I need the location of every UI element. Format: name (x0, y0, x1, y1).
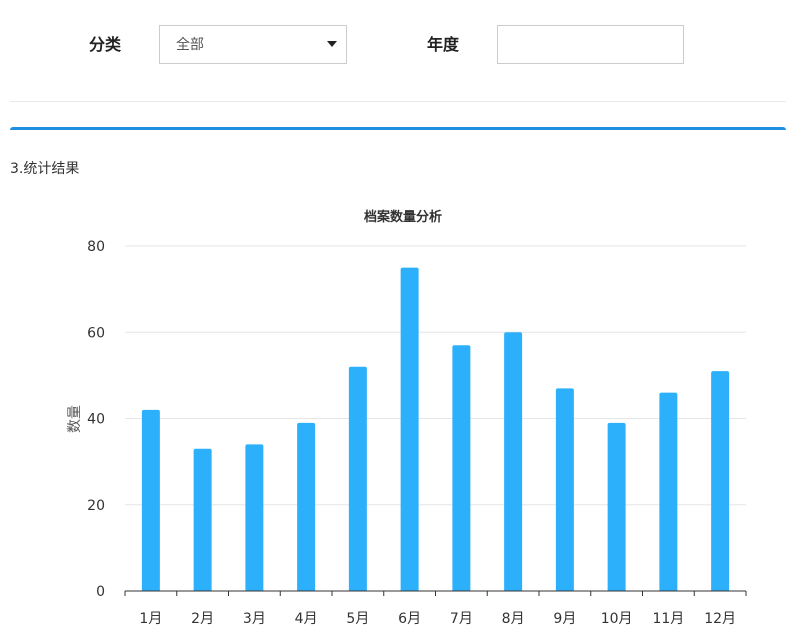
x-tick-label: 8月 (502, 611, 525, 627)
y-tick-label: 40 (87, 412, 105, 428)
y-axis-label: 数量 (67, 405, 83, 433)
bar (555, 388, 574, 591)
x-tick-label: 9月 (553, 611, 576, 627)
bar (193, 448, 212, 591)
bar (711, 371, 730, 591)
category-label: 分类 (89, 35, 122, 54)
y-tick-label: 20 (87, 498, 105, 514)
bar (141, 409, 160, 591)
bar (297, 422, 316, 591)
bar (607, 422, 626, 591)
x-tick-label: 4月 (295, 611, 318, 627)
bar (504, 332, 523, 591)
x-tick-label: 7月 (450, 611, 473, 627)
section-title: 3.统计结果 (10, 161, 80, 177)
x-tick-label: 11月 (652, 611, 684, 627)
year-input[interactable] (497, 25, 684, 64)
chart-title: 档案数量分析 (364, 209, 442, 225)
y-tick-label: 60 (87, 325, 105, 341)
x-tick-label: 2月 (191, 611, 214, 627)
x-tick-label: 10月 (601, 611, 633, 627)
category-select[interactable]: 全部 (159, 25, 347, 64)
x-tick-label: 12月 (704, 611, 736, 627)
bar (659, 392, 678, 591)
results-panel: 3.统计结果 (10, 127, 786, 643)
category-select-value: 全部 (176, 37, 204, 53)
year-label: 年度 (427, 35, 460, 54)
bar (400, 267, 419, 591)
y-tick-label: 80 (87, 239, 105, 255)
x-tick-label: 5月 (346, 611, 369, 627)
x-tick-label: 3月 (243, 611, 266, 627)
y-tick-label: 0 (96, 584, 105, 600)
bar (245, 444, 264, 591)
x-tick-label: 1月 (139, 611, 162, 627)
filter-panel: 分类 全部 年度 (10, 0, 786, 102)
x-tick-label: 6月 (398, 611, 421, 627)
bar (348, 366, 367, 591)
caret-down-icon (327, 41, 337, 47)
bar (452, 345, 471, 591)
